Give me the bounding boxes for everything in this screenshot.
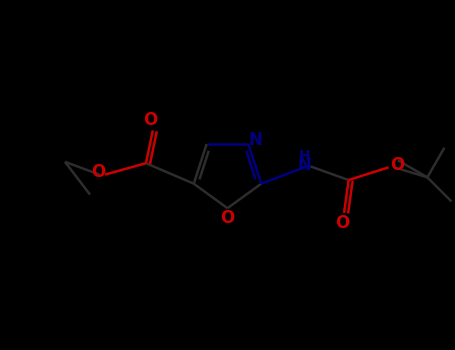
Text: N: N — [248, 131, 262, 149]
Text: O: O — [91, 163, 105, 181]
Text: O: O — [335, 214, 349, 232]
Text: O: O — [143, 111, 157, 130]
Text: H: H — [298, 149, 310, 163]
Text: N: N — [298, 156, 311, 175]
Text: O: O — [220, 209, 235, 227]
Text: O: O — [390, 156, 404, 174]
